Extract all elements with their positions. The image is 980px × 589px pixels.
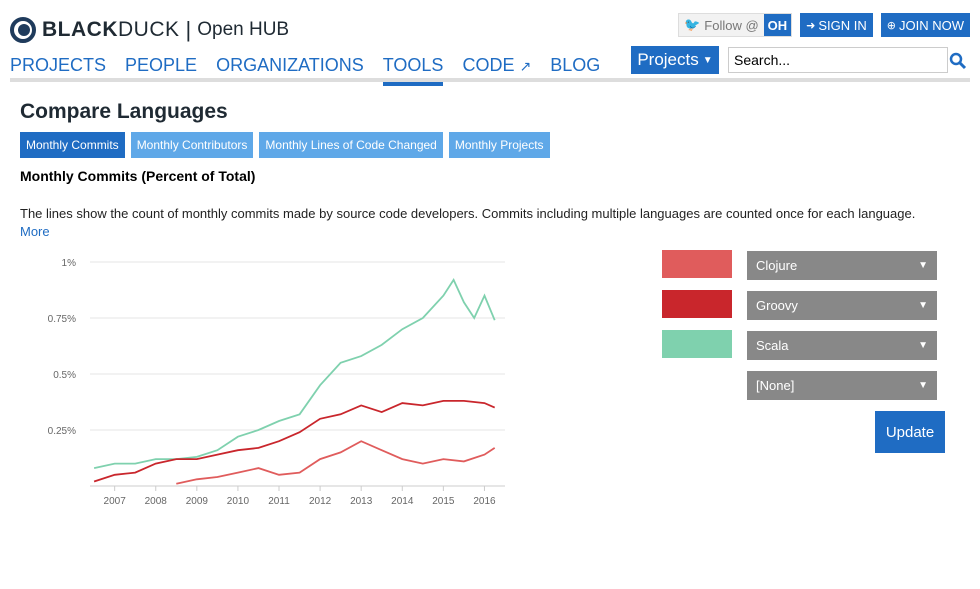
x-tick-label: 2010	[227, 496, 250, 507]
nav-blog[interactable]: BLOG	[550, 55, 601, 75]
logo-separator: |	[185, 17, 192, 42]
projects-dropdown-label: Projects	[637, 50, 699, 69]
caret-down-icon: ▼	[918, 300, 928, 311]
x-tick-label: 2008	[145, 496, 168, 507]
series-line-scala	[93, 278, 496, 469]
search-input[interactable]	[728, 47, 948, 73]
logo-mark-icon	[10, 17, 36, 43]
x-tick-label: 2009	[186, 496, 209, 507]
x-tick-label: 2011	[268, 496, 290, 507]
series-line-groovy	[93, 399, 496, 483]
language-select-4[interactable]: [None] ▼	[747, 371, 937, 400]
nav-people[interactable]: PEOPLE	[125, 55, 198, 75]
sign-in-icon: ➜	[806, 19, 816, 32]
commits-line-chart: 1% 0.75% 0.5% 0.25% 2007 2008 2009 2010 2011 2012…	[48, 258, 505, 507]
page-title: Compare Languages	[20, 100, 228, 123]
caret-down-icon: ▼	[918, 380, 928, 391]
logo-text-black: BLACK	[42, 18, 118, 41]
y-tick-label: 0.75%	[48, 314, 76, 325]
y-tick-label: 1%	[62, 258, 77, 269]
plus-circle-icon: ⊕	[886, 19, 896, 32]
tab-monthly-projects[interactable]: Monthly Projects	[448, 132, 550, 158]
join-now-button[interactable]: ⊕ JOIN NOW	[880, 13, 970, 37]
caret-down-icon: ▼	[702, 54, 713, 66]
logo-text-duck: DUCK	[118, 18, 180, 41]
update-button[interactable]: Update	[875, 411, 945, 453]
twitter-icon: 🐦	[684, 17, 701, 32]
clojure-color-swatch	[662, 250, 732, 278]
nav-projects[interactable]: PROJECTS	[10, 55, 107, 75]
language-select-3[interactable]: Scala ▼	[747, 331, 937, 360]
caret-down-icon: ▼	[918, 260, 928, 271]
sign-in-button[interactable]: ➜ SIGN IN	[800, 13, 873, 37]
sign-in-label: SIGN IN	[818, 17, 867, 33]
language-select-1[interactable]: Clojure ▼	[747, 251, 937, 280]
projects-dropdown-button[interactable]: Projects ▼	[631, 46, 719, 74]
nav-code-label: CODE	[462, 55, 515, 75]
chart-description: The lines show the count of monthly comm…	[20, 206, 916, 221]
scala-color-swatch	[662, 330, 732, 358]
x-tick-label: 2016	[473, 496, 496, 507]
metric-tabs: Monthly Commits Monthly Contributors Mon…	[20, 132, 550, 158]
nav-divider	[10, 78, 970, 82]
tab-monthly-commits[interactable]: Monthly Commits	[20, 132, 125, 158]
y-tick-label: 0.5%	[53, 370, 76, 381]
more-link[interactable]: More	[20, 224, 50, 239]
share-icon: ↗	[519, 58, 532, 74]
nav-organizations[interactable]: ORGANIZATIONS	[216, 55, 364, 75]
follow-label: Follow @	[704, 17, 759, 33]
x-tick-label: 2015	[432, 496, 455, 507]
nav-tools[interactable]: TOOLS	[382, 55, 444, 86]
chart-subtitle: Monthly Commits (Percent of Total)	[20, 168, 256, 184]
groovy-color-swatch	[662, 290, 732, 318]
blackduck-openhub-logo[interactable]: BLACK DUCK | Open HUB	[10, 16, 289, 44]
language-select-value: Clojure	[756, 258, 798, 273]
logo-text-openhub: Open HUB	[197, 19, 290, 40]
nav-code[interactable]: CODE ↗	[462, 55, 531, 82]
tab-monthly-contributors[interactable]: Monthly Contributors	[130, 132, 254, 158]
x-tick-label: 2013	[350, 496, 373, 507]
series-line-clojure	[176, 440, 496, 485]
y-tick-label: 0.25%	[48, 426, 76, 437]
x-tick-label: 2012	[309, 496, 332, 507]
twitter-follow-button[interactable]: 🐦 Follow @ OH	[678, 13, 793, 37]
join-now-label: JOIN NOW	[899, 17, 964, 33]
language-select-value: Scala	[756, 338, 789, 353]
language-select-value: Groovy	[756, 298, 798, 313]
search-icon[interactable]	[949, 52, 967, 70]
language-select-value: [None]	[756, 378, 795, 393]
main-nav: PROJECTS PEOPLE ORGANIZATIONS TOOLS CODE…	[10, 55, 619, 86]
x-tick-label: 2007	[104, 496, 127, 507]
x-tick-label: 2014	[391, 496, 414, 507]
language-select-2[interactable]: Groovy ▼	[747, 291, 937, 320]
follow-badge: OH	[763, 14, 792, 36]
tab-monthly-loc-changed[interactable]: Monthly Lines of Code Changed	[259, 132, 443, 158]
caret-down-icon: ▼	[918, 340, 928, 351]
